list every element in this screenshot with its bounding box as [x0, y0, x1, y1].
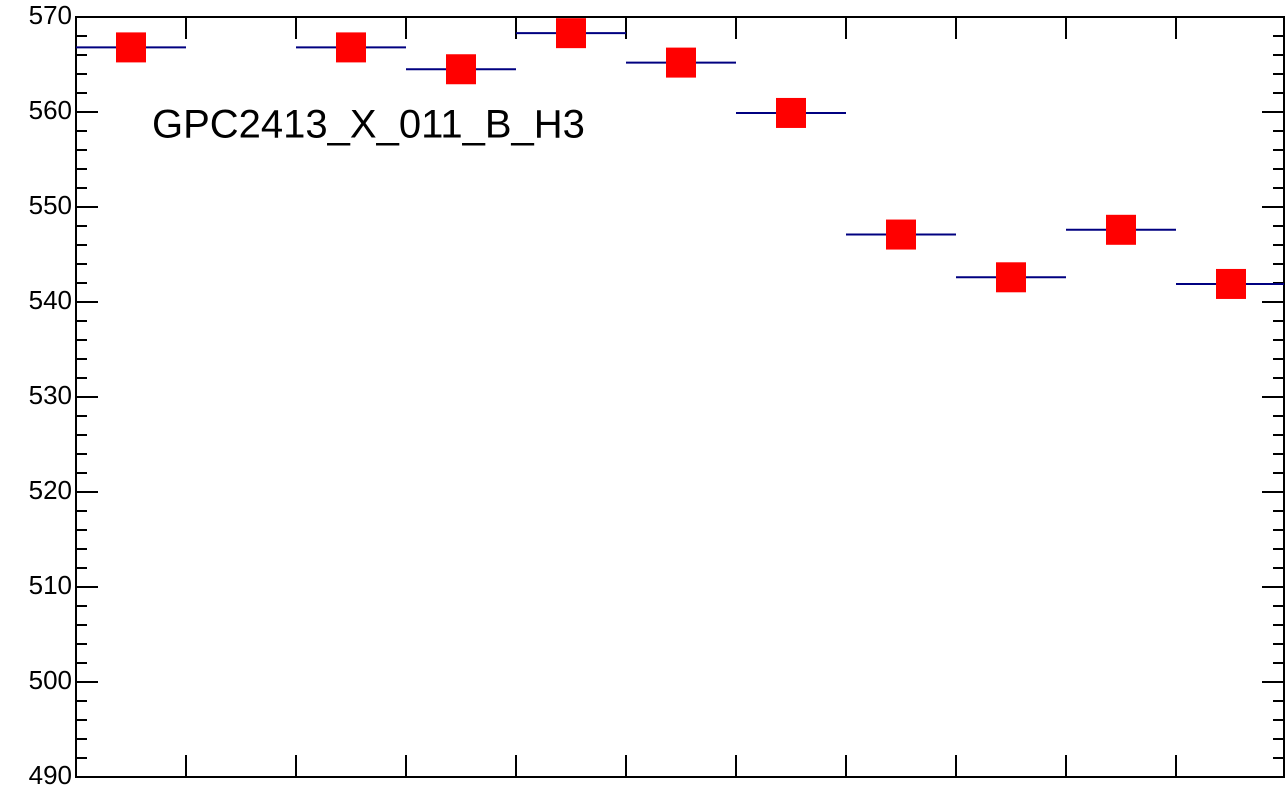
marker [1106, 214, 1136, 245]
y-tick-label: 510 [29, 570, 72, 600]
marker [336, 32, 366, 63]
marker [1216, 268, 1246, 299]
marker [556, 18, 586, 49]
marker [996, 262, 1026, 293]
annotation: GPC2413_X_011_B_H3 [152, 103, 585, 147]
y-tick-label: 560 [29, 95, 72, 125]
marker [776, 97, 806, 128]
y-tick-label: 540 [29, 285, 72, 315]
y-tick-label: 520 [29, 475, 72, 505]
y-tick-label: 570 [29, 0, 72, 30]
marker [666, 47, 696, 78]
marker [886, 219, 916, 250]
marker [446, 54, 476, 85]
y-tick-label: 530 [29, 380, 72, 410]
marker [116, 32, 146, 63]
y-tick-label: 490 [29, 760, 72, 789]
y-tick-label: 500 [29, 665, 72, 695]
y-tick-label: 550 [29, 190, 72, 220]
